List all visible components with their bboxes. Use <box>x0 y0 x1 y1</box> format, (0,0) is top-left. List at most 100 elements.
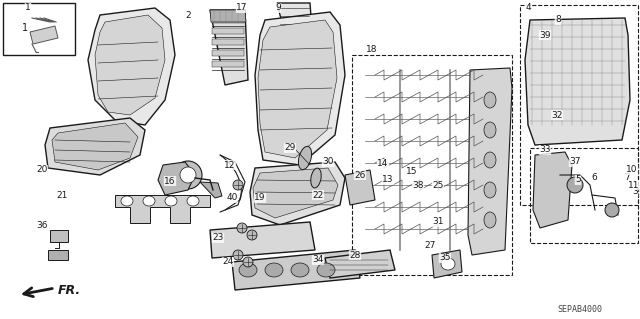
Bar <box>352 55 512 275</box>
Ellipse shape <box>441 258 455 270</box>
Polygon shape <box>255 12 345 165</box>
Text: 33: 33 <box>540 145 551 154</box>
Ellipse shape <box>233 250 243 260</box>
Polygon shape <box>210 10 248 85</box>
Polygon shape <box>468 68 512 255</box>
Ellipse shape <box>567 177 583 193</box>
Text: SEPAB4000: SEPAB4000 <box>557 306 602 315</box>
Text: 34: 34 <box>312 256 324 264</box>
Text: 15: 15 <box>406 167 418 176</box>
Polygon shape <box>88 8 175 125</box>
Polygon shape <box>30 26 58 44</box>
Text: 35: 35 <box>439 254 451 263</box>
Ellipse shape <box>233 180 243 190</box>
Text: 32: 32 <box>551 110 563 120</box>
Text: 26: 26 <box>355 170 365 180</box>
Polygon shape <box>277 3 312 35</box>
Polygon shape <box>210 10 246 22</box>
Text: 6: 6 <box>591 174 597 182</box>
Bar <box>212 17 244 23</box>
Text: 39: 39 <box>540 31 551 40</box>
Text: 24: 24 <box>222 257 234 266</box>
Polygon shape <box>325 250 395 278</box>
Polygon shape <box>432 250 462 278</box>
Polygon shape <box>45 118 145 175</box>
Bar <box>520 5 638 205</box>
Ellipse shape <box>484 212 496 228</box>
Ellipse shape <box>484 152 496 168</box>
Ellipse shape <box>311 168 321 188</box>
Polygon shape <box>345 170 375 205</box>
Ellipse shape <box>174 161 202 189</box>
Ellipse shape <box>605 203 619 217</box>
Polygon shape <box>158 162 195 195</box>
Text: 40: 40 <box>227 194 237 203</box>
Ellipse shape <box>187 196 199 206</box>
Text: 19: 19 <box>254 194 266 203</box>
Ellipse shape <box>247 230 257 240</box>
Polygon shape <box>115 195 210 223</box>
Ellipse shape <box>239 263 257 277</box>
Polygon shape <box>200 182 222 198</box>
Text: 17: 17 <box>236 4 248 12</box>
Text: 27: 27 <box>424 241 436 249</box>
Bar <box>50 230 68 242</box>
Polygon shape <box>210 222 315 258</box>
Bar <box>212 28 244 34</box>
Text: 4: 4 <box>525 4 531 12</box>
Text: 18: 18 <box>366 46 378 55</box>
Text: 13: 13 <box>382 175 394 184</box>
Polygon shape <box>525 18 630 145</box>
Ellipse shape <box>143 196 155 206</box>
Text: 2: 2 <box>185 11 191 19</box>
Text: 10: 10 <box>627 166 637 174</box>
Ellipse shape <box>243 257 253 267</box>
Text: FR.: FR. <box>58 285 81 298</box>
Text: 29: 29 <box>284 144 296 152</box>
Bar <box>212 50 244 56</box>
Text: 20: 20 <box>36 166 48 174</box>
Polygon shape <box>232 250 360 290</box>
Ellipse shape <box>484 182 496 198</box>
Text: 22: 22 <box>312 190 324 199</box>
Bar <box>48 250 68 260</box>
Ellipse shape <box>180 167 196 183</box>
Text: 14: 14 <box>378 160 388 168</box>
Bar <box>212 39 244 45</box>
Polygon shape <box>52 123 138 170</box>
Text: 1: 1 <box>25 4 31 12</box>
Bar <box>530 148 638 243</box>
Ellipse shape <box>265 263 283 277</box>
Text: 16: 16 <box>164 176 176 186</box>
Text: 37: 37 <box>569 158 580 167</box>
Text: 3: 3 <box>632 188 638 197</box>
Text: 11: 11 <box>628 181 640 189</box>
Text: 31: 31 <box>432 218 444 226</box>
Polygon shape <box>258 20 337 158</box>
Text: 12: 12 <box>224 160 236 169</box>
Text: 23: 23 <box>212 234 224 242</box>
Ellipse shape <box>237 223 247 233</box>
Ellipse shape <box>291 263 309 277</box>
Ellipse shape <box>298 146 312 170</box>
Text: 28: 28 <box>349 250 361 259</box>
Text: 38: 38 <box>412 181 424 189</box>
Bar <box>212 61 244 67</box>
Text: 36: 36 <box>36 220 48 229</box>
Text: 5: 5 <box>575 175 581 184</box>
Text: 25: 25 <box>432 181 444 189</box>
Text: 1: 1 <box>22 23 28 33</box>
Text: 30: 30 <box>323 158 333 167</box>
Polygon shape <box>95 15 165 115</box>
Ellipse shape <box>317 263 335 277</box>
Polygon shape <box>533 152 572 228</box>
Polygon shape <box>250 162 345 225</box>
Bar <box>3 3 75 55</box>
Text: 7: 7 <box>624 174 630 182</box>
Ellipse shape <box>165 196 177 206</box>
Ellipse shape <box>484 122 496 138</box>
Ellipse shape <box>484 92 496 108</box>
Ellipse shape <box>121 196 133 206</box>
Text: 8: 8 <box>555 16 561 25</box>
Polygon shape <box>253 168 338 218</box>
